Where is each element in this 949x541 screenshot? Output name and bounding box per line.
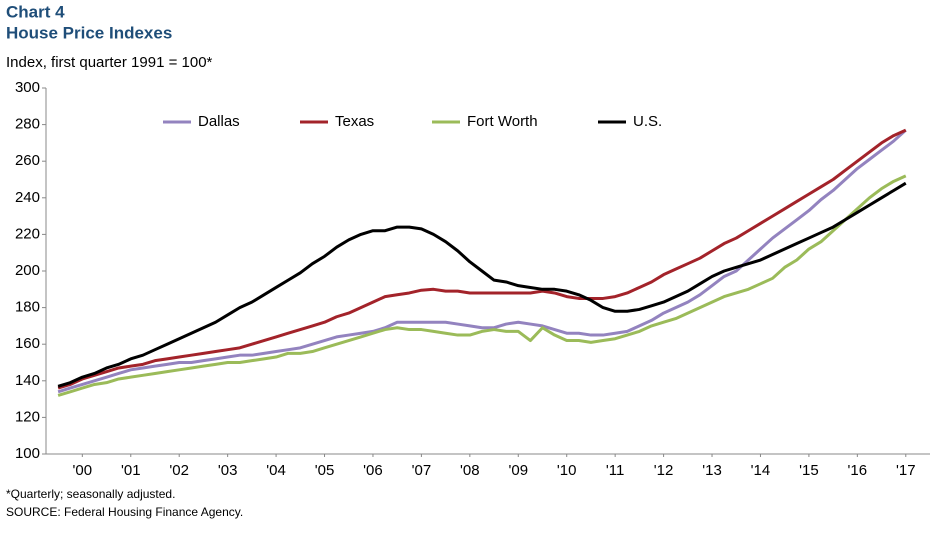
x-tick-label: '15 bbox=[799, 462, 819, 479]
y-tick-label: 100 bbox=[15, 445, 40, 462]
line-series bbox=[57, 128, 907, 390]
y-tick-label: 300 bbox=[15, 79, 40, 96]
x-tick-label: '09 bbox=[508, 462, 528, 479]
x-tick-label: '13 bbox=[702, 462, 722, 479]
x-tick-label: '03 bbox=[218, 462, 238, 479]
x-tick-label: '10 bbox=[557, 462, 577, 479]
y-tick-label: 280 bbox=[15, 116, 40, 133]
y-tick-label: 200 bbox=[15, 262, 40, 279]
x-tick-label: '02 bbox=[169, 462, 189, 479]
x-tick-label: '11 bbox=[606, 462, 624, 479]
legend-label: Dallas bbox=[198, 113, 240, 130]
y-tick-label: 180 bbox=[15, 299, 40, 316]
y-tick-label: 260 bbox=[15, 152, 40, 169]
x-tick-label: '14 bbox=[751, 462, 771, 479]
x-tick-label: '07 bbox=[412, 462, 432, 479]
line-series bbox=[57, 128, 907, 394]
x-tick-label: '16 bbox=[848, 462, 868, 479]
y-tick-label: 240 bbox=[15, 189, 40, 206]
y-tick-label: 220 bbox=[15, 225, 40, 242]
y-tick-label: 120 bbox=[15, 408, 40, 425]
legend-label: Texas bbox=[335, 113, 374, 130]
x-tick-label: '12 bbox=[654, 462, 674, 479]
x-tick-label: '17 bbox=[896, 462, 916, 479]
x-tick-label: '06 bbox=[363, 462, 383, 479]
line-series bbox=[57, 174, 907, 397]
legend-label: U.S. bbox=[633, 113, 662, 130]
y-axis-label: Index, first quarter 1991 = 100* bbox=[6, 54, 213, 71]
x-tick-label: '01 bbox=[121, 462, 141, 479]
x-tick-label: '08 bbox=[460, 462, 480, 479]
x-tick-label: '00 bbox=[73, 462, 93, 479]
x-tick-label: '04 bbox=[266, 462, 286, 479]
line-series bbox=[57, 181, 907, 388]
source: SOURCE: Federal Housing Finance Agency. bbox=[6, 505, 243, 519]
legend-label: Fort Worth bbox=[467, 113, 538, 130]
y-tick-label: 140 bbox=[15, 372, 40, 389]
chart-subtitle: House Price Indexes bbox=[6, 23, 172, 42]
x-tick-label: '05 bbox=[315, 462, 335, 479]
chart-title: Chart 4 bbox=[6, 2, 65, 21]
y-tick-label: 160 bbox=[15, 335, 40, 352]
footnote: *Quarterly; seasonally adjusted. bbox=[6, 487, 175, 501]
